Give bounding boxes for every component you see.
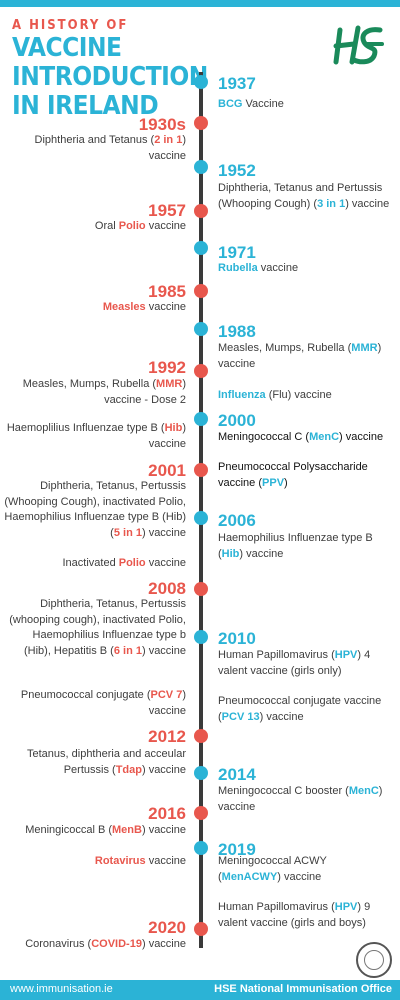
timeline-dot (194, 463, 208, 477)
event-1992: Measles, Mumps, Rubella (MMR) vaccine - … (22, 378, 186, 406)
event-2016: Meningicoccal B (MenB) vaccine (25, 824, 186, 836)
title-line: VACCINE (12, 33, 122, 63)
event-2006-left: Inactivated Polio vaccine (62, 557, 186, 569)
event-2010-left: Pneumococcal conjugate (PCV 7) vaccine (20, 689, 186, 717)
title-line: INTRODUCTION (12, 62, 208, 92)
event-2019: Meningococcal ACWY (MenACWY) vaccine (218, 855, 327, 883)
timeline-dot (194, 806, 208, 820)
timeline-dot (194, 322, 208, 336)
event-2001-right: Pneumococcal Polysaccharide vaccine (PPV… (218, 461, 368, 489)
event-1952: Diphtheria, Tetanus and Pertussis (Whoop… (218, 182, 390, 210)
badge-inner-ring (364, 950, 384, 970)
protect-prevent-immunise-badge-icon (356, 942, 392, 978)
event-1988-flu: Influenza (Flu) vaccine (218, 389, 332, 401)
event-1937: BCG Vaccine (218, 98, 284, 110)
year-2000: 2000 (218, 411, 256, 430)
event-2001: Diphtheria, Tetanus, Pertussis (Whooping… (4, 480, 186, 539)
event-1988: Measles, Mumps, Rubella (MMR) vaccine (218, 342, 382, 370)
year-2008: 2008 (148, 579, 186, 598)
event-2010-right: Pneumococcal conjugate vaccine (PCV 13) … (218, 695, 382, 723)
year-1985: 1985 (148, 282, 186, 301)
year-2006: 2006 (218, 511, 256, 530)
timeline-dot (194, 630, 208, 644)
year-1952: 1952 (218, 161, 256, 180)
event-1971: Rubella vaccine (218, 262, 299, 274)
year-1930s: 1930s (138, 115, 186, 134)
year-2010: 2010 (218, 629, 256, 648)
year-2014: 2014 (218, 765, 256, 784)
event-2014: Meningococcal C booster (MenC) vaccine (218, 785, 383, 813)
footer-site-link[interactable]: www.immunisation.ie (10, 983, 113, 995)
timeline-dot (194, 511, 208, 525)
title-line: IN IRELAND (12, 91, 159, 121)
event-2019-left: Rotavirus vaccine (94, 855, 186, 867)
timeline-dot (194, 160, 208, 174)
timeline-dot (194, 204, 208, 218)
event-2020: Coronavirus (COVID-19) vaccine (25, 938, 186, 950)
timeline-dot (194, 582, 208, 596)
year-2016: 2016 (148, 804, 186, 823)
timeline-dot (194, 364, 208, 378)
event-2008: Diphtheria, Tetanus, Pertussis (whooping… (9, 598, 186, 657)
event-2012: Tetanus, diphtheria and acceular Pertuss… (27, 748, 186, 776)
timeline-dot (194, 766, 208, 780)
timeline-dot (194, 241, 208, 255)
footer-org-name: HSE National Immunisation Office (214, 983, 392, 995)
timeline-line (199, 72, 203, 948)
year-2020: 2020 (148, 918, 186, 937)
timeline-dot (194, 729, 208, 743)
page-title: VACCINE INTRODUCTION IN IRELAND (12, 34, 208, 121)
year-1992: 1992 (148, 358, 186, 377)
event-2019-right: Human Papillomavirus (HPV) 9 valent vacc… (218, 901, 371, 929)
year-2019: 2019 (218, 840, 256, 859)
event-2010: Human Papillomavirus (HPV) 4 valent vacc… (218, 649, 371, 677)
event-1957: Oral Polio vaccine (94, 220, 186, 232)
timeline-dot (194, 116, 208, 130)
title-kicker: A HISTORY OF (12, 18, 129, 33)
timeline-dot (194, 412, 208, 426)
event-1985: Measles vaccine (102, 301, 186, 313)
hse-logo-icon (333, 25, 384, 65)
year-2012: 2012 (148, 727, 186, 746)
timeline-dot (194, 922, 208, 936)
event-2006: Haemophilius Influenzae type B (Hib) vac… (218, 532, 373, 560)
footer: www.immunisation.ie HSE National Immunis… (0, 980, 400, 1000)
event-2000: Meningococcal C (MenC) vaccine (218, 431, 384, 443)
event-1930s: Diphtheria and Tetanus (2 in 1) vaccine (34, 134, 186, 162)
year-1971: 1971 (218, 243, 256, 262)
event-2000-left: Haemoplilius Influenzae type B (Hib) vac… (6, 422, 186, 450)
timeline-dot (194, 75, 208, 89)
top-accent-bar (0, 0, 400, 7)
year-1988: 1988 (218, 322, 256, 341)
timeline-dot (194, 284, 208, 298)
timeline-dot (194, 841, 208, 855)
year-1957: 1957 (148, 201, 186, 220)
year-1937: 1937 (218, 74, 256, 93)
year-2001: 2001 (148, 461, 186, 480)
